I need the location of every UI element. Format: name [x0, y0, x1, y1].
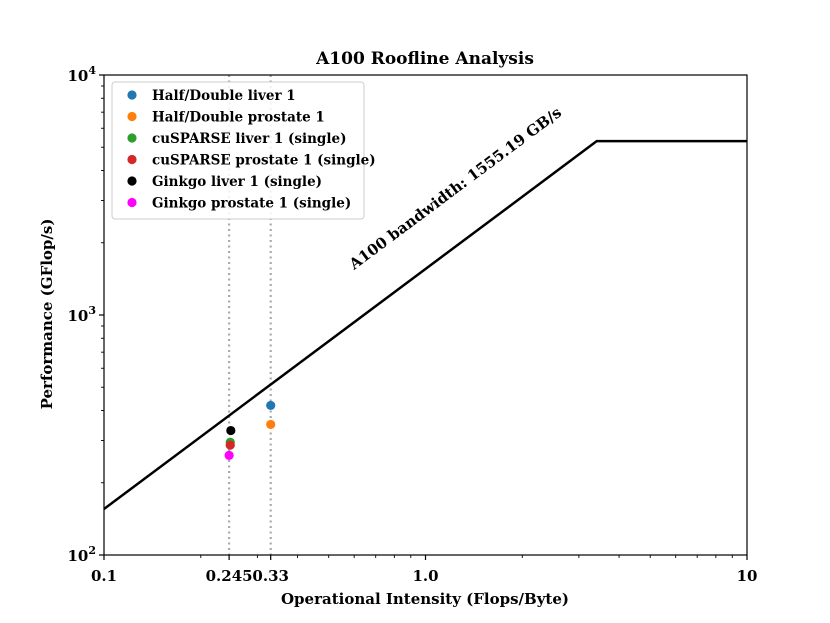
roofline-line [103, 139, 747, 510]
x-tick-label: 0.1 [91, 567, 117, 585]
axes: 0.1 0.245 0.33 1.0 10 102 103 104 [67, 64, 757, 585]
legend-label: cuSPARSE liver 1 (single) [152, 131, 346, 147]
legend-marker [127, 176, 137, 186]
legend-label: Ginkgo prostate 1 (single) [152, 196, 351, 212]
legend-label: Ginkgo liver 1 (single) [152, 174, 322, 190]
data-point [225, 440, 235, 450]
legend-label: Half/Double liver 1 [152, 88, 296, 104]
x-tick-label: 10 [737, 567, 758, 585]
legend-marker [127, 197, 137, 208]
chart-title: A100 Roofline Analysis [315, 49, 534, 69]
legend: Half/Double liver 1 Half/Double prostate … [111, 81, 376, 220]
legend-marker [127, 111, 137, 122]
y-axis-label: Performance (GFlop/s) [38, 219, 56, 410]
y-tick-label: 104 [67, 64, 96, 85]
y-tick-label: 103 [67, 304, 96, 325]
data-point [224, 450, 234, 461]
data-point [266, 419, 276, 430]
legend-marker [127, 90, 137, 100]
legend-box [111, 81, 365, 220]
data-point [266, 400, 276, 411]
y-tick-label: 102 [67, 544, 96, 565]
legend-marker [127, 133, 137, 143]
x-axis-label: Operational Intensity (Flops/Byte) [281, 590, 569, 608]
legend-label: Half/Double prostate 1 [152, 110, 325, 126]
data-point [226, 425, 236, 436]
legend-marker [127, 154, 137, 165]
x-tick-label: 0.245 [206, 567, 253, 585]
x-tick-label: 1.0 [412, 567, 438, 585]
legend-label: cuSPARSE prostate 1 (single) [152, 153, 376, 169]
x-tick-label: 0.33 [252, 567, 289, 585]
